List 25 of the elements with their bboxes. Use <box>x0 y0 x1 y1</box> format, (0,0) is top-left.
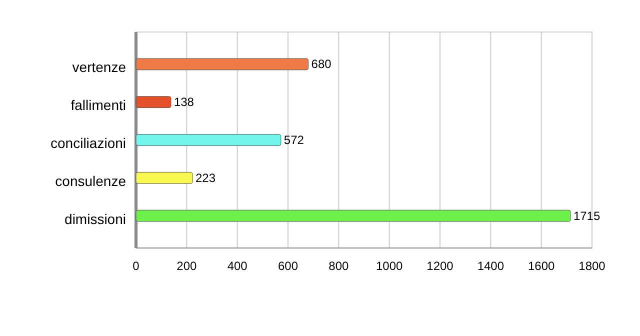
bar <box>136 134 282 146</box>
x-tick-label: 1200 <box>426 259 454 273</box>
x-tick-label: 200 <box>176 259 197 273</box>
y-tick-label: consulenze <box>55 172 126 189</box>
bar <box>136 210 571 222</box>
bar <box>136 96 172 108</box>
x-tick-label: 1000 <box>376 259 404 273</box>
y-tick-label: conciliazioni <box>50 135 126 151</box>
y-tick-label: fallimenti <box>70 97 126 114</box>
data-label: 1715 <box>573 208 600 223</box>
x-tick-label: 800 <box>328 259 349 273</box>
y-tick-label: vertenze <box>72 59 126 76</box>
x-tick-label: 600 <box>278 259 298 273</box>
bar <box>136 58 309 70</box>
x-tick-label: 0 <box>132 259 140 273</box>
x-tick-label: 1800 <box>578 259 606 273</box>
data-label: 572 <box>284 133 304 147</box>
x-tick-label: 1400 <box>477 259 504 273</box>
data-label: 680 <box>311 57 332 72</box>
data-label: 138 <box>174 95 194 110</box>
data-label: 223 <box>195 170 216 185</box>
x-tick-label: 400 <box>227 259 248 273</box>
y-tick-label: dimissioni <box>64 210 126 227</box>
x-tick-label: 1600 <box>528 259 556 273</box>
bar <box>136 172 193 184</box>
